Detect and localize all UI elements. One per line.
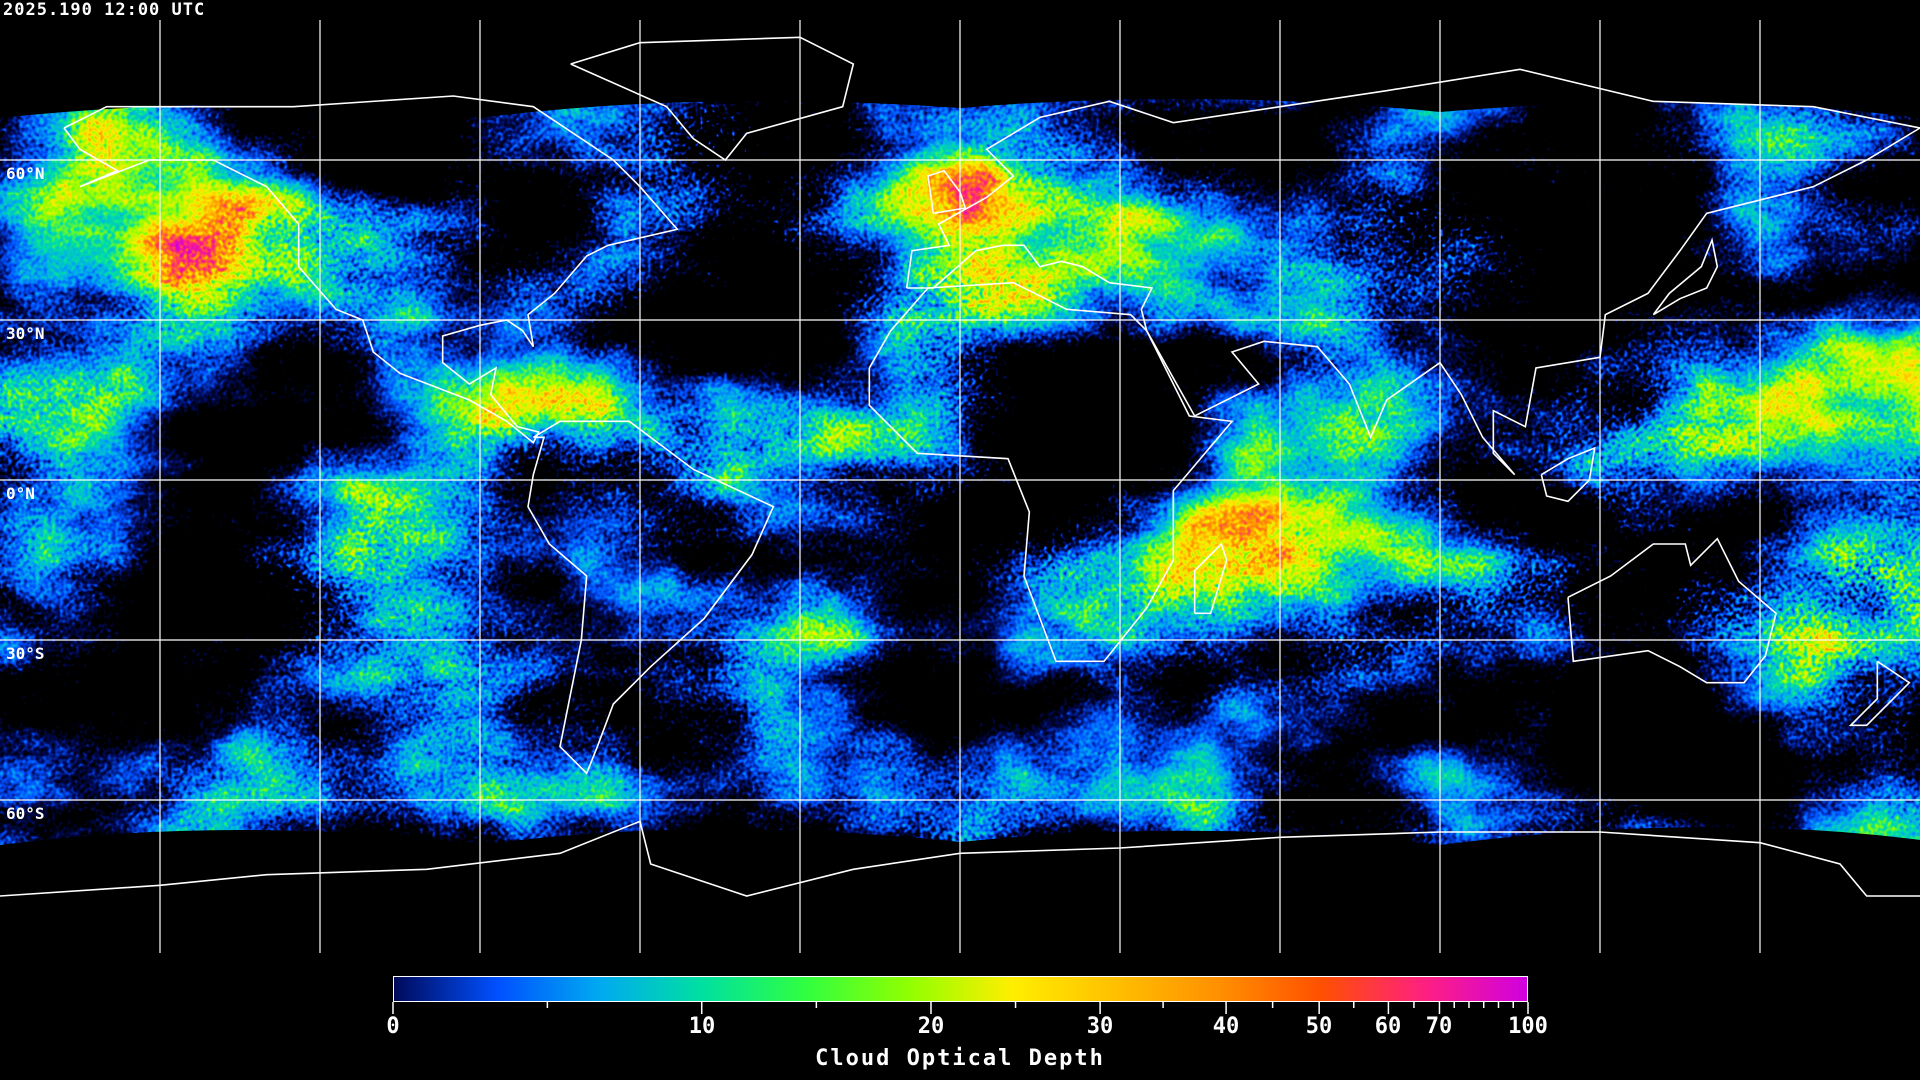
lat-label-60s: 60°S bbox=[6, 804, 45, 823]
coastline-australia bbox=[1567, 537, 1777, 684]
colorbar-tick-label: 20 bbox=[917, 1014, 945, 1039]
graticule bbox=[0, 20, 1920, 953]
coastline-greenland bbox=[570, 36, 855, 162]
colorbar-ticks bbox=[392, 1002, 1529, 1014]
colorbar-tick-label: 0 bbox=[386, 1014, 400, 1039]
coastline-eurasia bbox=[905, 68, 1920, 476]
coastline-antarctica bbox=[0, 820, 1920, 897]
coastline-new-zealand bbox=[1848, 660, 1911, 727]
colorbar-tick-label: 70 bbox=[1425, 1014, 1453, 1039]
timestamp: 2025.190 12:00 UTC bbox=[3, 0, 206, 20]
lat-label-30n: 30°N bbox=[6, 324, 45, 343]
cloud-optical-depth-map: 2025.190 12:00 UTC 60°N 30°N 0°N 30°S 60… bbox=[0, 0, 1920, 953]
coastline-japan bbox=[1652, 237, 1719, 316]
colorbar-tick-label: 50 bbox=[1305, 1014, 1333, 1039]
coastline-north-america bbox=[63, 95, 679, 444]
colorbar-title: Cloud Optical Depth bbox=[815, 1046, 1105, 1071]
colorbar-tick-label: 30 bbox=[1086, 1014, 1114, 1039]
coastline-africa bbox=[868, 281, 1234, 663]
coastlines bbox=[0, 36, 1920, 897]
lat-label-30s: 30°S bbox=[6, 644, 45, 663]
colorbar-tick-label: 100 bbox=[1508, 1014, 1548, 1039]
coastline-madagascar bbox=[1193, 542, 1228, 615]
colorbar bbox=[393, 976, 1528, 1002]
map-overlay bbox=[0, 20, 1920, 953]
colorbar-tick-label: 10 bbox=[688, 1014, 716, 1039]
lat-label-60n: 60°N bbox=[6, 164, 45, 183]
coastline-south-america bbox=[527, 420, 775, 775]
coastline-borneo bbox=[1540, 446, 1596, 503]
colorbar-tick-label: 40 bbox=[1212, 1014, 1240, 1039]
lat-label-0n: 0°N bbox=[6, 484, 35, 503]
colorbar-tick-label: 60 bbox=[1374, 1014, 1402, 1039]
